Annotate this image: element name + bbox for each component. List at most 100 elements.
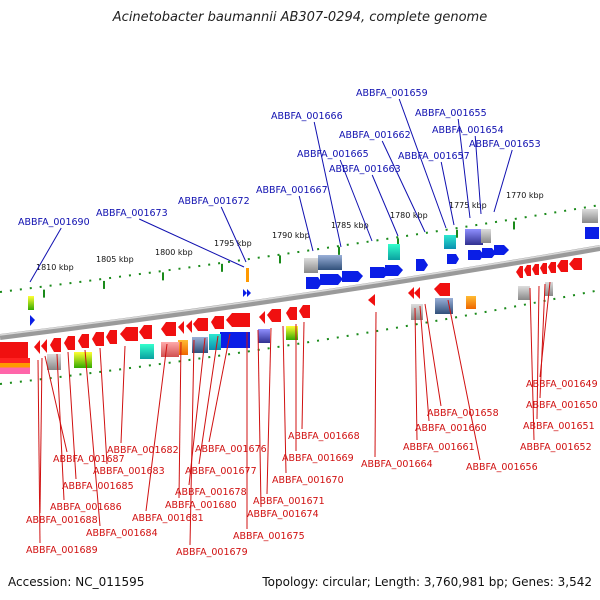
gene-feature[interactable] (532, 264, 539, 275)
gene-feature[interactable] (416, 259, 428, 271)
gene-feature[interactable] (226, 313, 250, 327)
gene-feature[interactable] (524, 265, 531, 276)
gene-label[interactable]: ABBFA_001660 (415, 423, 487, 434)
gene-label[interactable]: ABBFA_001679 (176, 547, 248, 558)
gene-feature[interactable] (388, 244, 400, 260)
gene-label[interactable]: ABBFA_001674 (247, 509, 319, 520)
gene-label[interactable]: ABBFA_001678 (175, 487, 247, 498)
gene-feature[interactable] (92, 332, 104, 346)
gene-feature[interactable] (220, 332, 250, 348)
gene-feature[interactable] (186, 320, 192, 333)
gene-feature[interactable] (64, 336, 75, 350)
gene-feature[interactable] (30, 315, 35, 326)
gene-feature[interactable] (585, 227, 599, 239)
gene-feature[interactable] (444, 235, 456, 249)
gene-label[interactable]: ABBFA_001669 (282, 453, 354, 464)
gene-label[interactable]: ABBFA_001662 (339, 130, 411, 141)
gene-label[interactable]: ABBFA_001689 (26, 545, 98, 556)
gene-feature[interactable] (557, 260, 568, 272)
gene-label[interactable]: ABBFA_001681 (132, 513, 204, 524)
gene-feature[interactable] (385, 265, 403, 276)
gene-label[interactable]: ABBFA_001659 (356, 88, 428, 99)
gene-label[interactable]: ABBFA_001654 (432, 125, 504, 136)
gene-feature[interactable] (306, 277, 322, 289)
gene-feature[interactable] (434, 283, 450, 296)
gene-feature[interactable] (465, 229, 483, 245)
gene-label[interactable]: ABBFA_001675 (233, 531, 305, 542)
gene-feature[interactable] (74, 352, 92, 368)
gene-label[interactable]: ABBFA_001687 (53, 454, 125, 465)
gene-label[interactable]: ABBFA_001685 (62, 481, 134, 492)
gene-label[interactable]: ABBFA_001657 (398, 151, 470, 162)
gene-feature[interactable] (47, 354, 61, 370)
gene-label[interactable]: ABBFA_001680 (165, 500, 237, 511)
gene-feature[interactable] (209, 334, 221, 350)
gene-feature[interactable] (246, 268, 249, 282)
gene-label[interactable]: ABBFA_001670 (272, 475, 344, 486)
gene-feature[interactable] (414, 287, 420, 299)
gene-feature[interactable] (258, 329, 270, 343)
gene-label[interactable]: ABBFA_001664 (361, 459, 433, 470)
gene-feature[interactable] (304, 258, 318, 273)
gene-feature[interactable] (106, 330, 117, 344)
gene-feature[interactable] (78, 334, 89, 348)
gene-feature[interactable] (193, 318, 208, 331)
gene-label[interactable]: ABBFA_001658 (427, 408, 499, 419)
gene-label[interactable]: ABBFA_001651 (523, 421, 595, 432)
gene-feature[interactable] (286, 307, 297, 320)
gene-feature[interactable] (50, 338, 61, 352)
gene-feature[interactable] (41, 339, 47, 353)
gene-label[interactable]: ABBFA_001672 (178, 196, 250, 207)
gene-label[interactable]: ABBFA_001661 (403, 442, 475, 453)
gene-label[interactable]: ABBFA_001652 (520, 442, 592, 453)
gene-feature[interactable] (320, 274, 343, 285)
gene-feature[interactable] (120, 327, 138, 341)
gene-feature[interactable] (468, 250, 484, 260)
gene-label[interactable]: ABBFA_001673 (96, 208, 168, 219)
gene-label[interactable]: ABBFA_001688 (26, 515, 98, 526)
gene-feature[interactable] (540, 263, 547, 274)
gene-label[interactable]: ABBFA_001677 (185, 466, 257, 477)
gene-label[interactable]: ABBFA_001650 (526, 400, 598, 411)
gene-feature[interactable] (342, 271, 363, 282)
gene-feature[interactable] (481, 229, 491, 243)
gene-feature[interactable] (368, 294, 375, 306)
gene-feature[interactable] (259, 311, 265, 324)
gene-feature[interactable] (161, 342, 179, 357)
gene-label[interactable]: ABBFA_001665 (297, 149, 369, 160)
gene-feature[interactable] (28, 296, 34, 310)
gene-label[interactable]: ABBFA_001656 (466, 462, 538, 473)
gene-label[interactable]: ABBFA_001683 (93, 466, 165, 477)
gene-feature[interactable] (267, 309, 281, 322)
gene-label[interactable]: ABBFA_001653 (469, 139, 541, 150)
gene-feature[interactable] (370, 267, 389, 278)
gene-feature[interactable] (569, 258, 582, 270)
gene-label[interactable]: ABBFA_001655 (415, 108, 487, 119)
gene-label[interactable]: ABBFA_001649 (526, 379, 598, 390)
gene-label[interactable]: ABBFA_001666 (271, 111, 343, 122)
gene-feature[interactable] (494, 245, 509, 255)
gene-feature[interactable] (34, 340, 40, 354)
gene-feature[interactable] (243, 289, 247, 297)
gene-label[interactable]: ABBFA_001684 (86, 528, 158, 539)
gene-feature[interactable] (518, 286, 530, 300)
gene-feature[interactable] (548, 262, 556, 273)
gene-feature[interactable] (516, 266, 523, 278)
gene-label[interactable]: ABBFA_001671 (253, 496, 325, 507)
gene-feature[interactable] (178, 340, 188, 355)
gene-feature[interactable] (161, 322, 176, 336)
gene-feature[interactable] (482, 248, 496, 258)
gene-label[interactable]: ABBFA_001667 (256, 185, 328, 196)
gene-label[interactable]: ABBFA_001682 (107, 445, 179, 456)
gene-label[interactable]: ABBFA_001690 (18, 217, 90, 228)
gene-feature[interactable] (247, 289, 251, 297)
gene-feature[interactable] (211, 316, 224, 329)
gene-feature[interactable] (286, 326, 298, 340)
gene-feature[interactable] (299, 305, 310, 318)
gene-feature[interactable] (582, 209, 598, 223)
gene-label[interactable]: ABBFA_001663 (329, 164, 401, 175)
gene-feature[interactable] (447, 254, 459, 264)
gene-label[interactable]: ABBFA_001668 (288, 431, 360, 442)
gene-feature[interactable] (0, 342, 28, 358)
gene-feature[interactable] (140, 344, 154, 359)
